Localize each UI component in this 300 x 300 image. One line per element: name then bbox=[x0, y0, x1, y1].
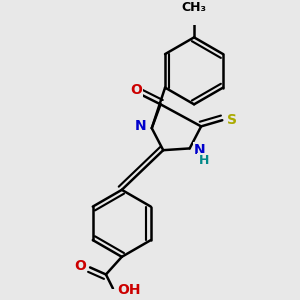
Text: O: O bbox=[74, 259, 86, 273]
Text: OH: OH bbox=[117, 283, 141, 297]
Text: S: S bbox=[227, 113, 237, 127]
Text: O: O bbox=[130, 83, 142, 97]
Text: N: N bbox=[135, 119, 146, 134]
Text: N: N bbox=[194, 143, 206, 157]
Text: H: H bbox=[199, 154, 209, 167]
Text: CH₃: CH₃ bbox=[182, 2, 207, 14]
